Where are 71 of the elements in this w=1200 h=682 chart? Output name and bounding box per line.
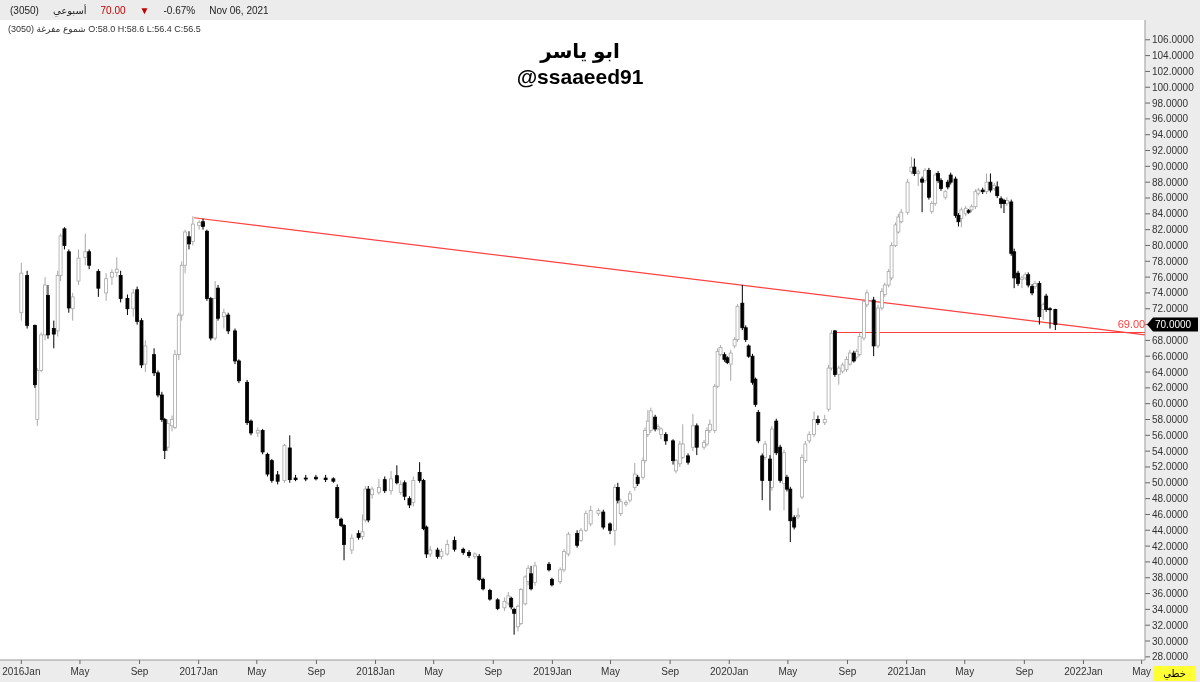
y-tick-label: 52.0000 <box>1152 461 1189 473</box>
y-tick-label: 54.0000 <box>1152 445 1189 457</box>
y-tick-label: 58.0000 <box>1152 414 1189 426</box>
y-tick-label: 34.0000 <box>1152 603 1189 615</box>
y-tick-label: 68.0000 <box>1152 334 1189 346</box>
y-tick-label: 106.0000 <box>1152 34 1195 46</box>
y-tick-label: 62.0000 <box>1152 382 1189 394</box>
x-tick-label: May <box>424 666 444 677</box>
x-tick-label: Sep <box>838 666 857 677</box>
y-tick-label: 38.0000 <box>1152 572 1189 584</box>
y-tick-label: 66.0000 <box>1152 350 1189 362</box>
y-tick-label: 76.0000 <box>1152 271 1189 283</box>
y-tick-label: 84.0000 <box>1152 208 1189 220</box>
text: ابو ياسر <box>539 40 620 63</box>
x-tick-label: Sep <box>661 666 680 677</box>
y-tick-label: 50.0000 <box>1152 477 1189 489</box>
text: خطي <box>1163 668 1186 680</box>
x-tick-label: May <box>778 666 798 677</box>
x-tick-label: 2022Jan <box>1064 666 1103 677</box>
x-tick-label: 2019Jan <box>533 666 572 677</box>
y-tick-label: 100.0000 <box>1152 81 1195 93</box>
y-tick-label: 30.0000 <box>1152 635 1189 647</box>
x-tick-label: 2017Jan <box>179 666 218 677</box>
y-tick-label: 42.0000 <box>1152 540 1189 552</box>
x-tick-label: May <box>247 666 267 677</box>
y-tick-label: 86.0000 <box>1152 192 1189 204</box>
x-tick-label: 2018Jan <box>356 666 395 677</box>
x-tick-label: Sep <box>130 666 149 677</box>
y-tick-label: 44.0000 <box>1152 524 1189 536</box>
x-tick-label: Sep <box>484 666 503 677</box>
y-tick-label: 92.0000 <box>1152 145 1189 157</box>
y-tick-label: 82.0000 <box>1152 224 1189 236</box>
x-tick-label: 2020Jan <box>710 666 749 677</box>
y-tick-label: 36.0000 <box>1152 588 1189 600</box>
annotation: شموع مفرغة (3050) O:58.0 H:58.6 L:56.4 C:56.5 <box>8 24 201 34</box>
text: 70.00 <box>100 5 127 16</box>
text: ▼ <box>139 5 150 16</box>
text: أسبوعي <box>52 4 87 17</box>
y-tick-label: 78.0000 <box>1152 255 1189 267</box>
text: Nov 06, 2021 <box>209 5 270 16</box>
y-tick-label: 28.0000 <box>1152 651 1189 663</box>
y-tick-label: 70.0000 <box>1155 319 1192 331</box>
text: (3050) <box>10 5 39 16</box>
x-tick-label: May <box>601 666 620 677</box>
x-tick-label: May <box>70 666 90 677</box>
y-tick-label: 88.0000 <box>1152 176 1189 188</box>
x-tick-label: Sep <box>307 666 326 677</box>
y-tick-label: 56.0000 <box>1152 429 1189 441</box>
y-tick-label: 104.0000 <box>1152 50 1195 62</box>
y-tick-label: 74.0000 <box>1152 287 1189 299</box>
x-tick-label: May <box>1132 666 1152 677</box>
x-tick-label: Sep <box>1015 666 1034 677</box>
y-tick-label: 46.0000 <box>1152 508 1189 520</box>
y-tick-label: 96.0000 <box>1152 113 1189 125</box>
y-tick-label: 98.0000 <box>1152 97 1189 109</box>
x-tick-label: 2021Jan <box>887 666 926 677</box>
text: @ssaaeed91 <box>516 65 644 88</box>
y-tick-label: 48.0000 <box>1152 493 1189 505</box>
x-tick-label: May <box>955 666 975 677</box>
y-tick-label: 64.0000 <box>1152 366 1189 378</box>
annotation: 69.00 <box>1117 318 1146 331</box>
y-tick-label: 80.0000 <box>1152 239 1189 251</box>
y-tick-label: 32.0000 <box>1152 619 1189 631</box>
x-tick-label: 2016Jan <box>2 666 41 677</box>
y-tick-label: 102.0000 <box>1152 65 1195 77</box>
y-tick-label: 90.0000 <box>1152 160 1189 172</box>
y-tick-label: 72.0000 <box>1152 303 1189 315</box>
y-tick-label: 40.0000 <box>1152 556 1189 568</box>
y-tick-label: 60.0000 <box>1152 398 1189 410</box>
y-tick-label: 94.0000 <box>1152 129 1189 141</box>
text: -0.67% <box>163 5 196 16</box>
